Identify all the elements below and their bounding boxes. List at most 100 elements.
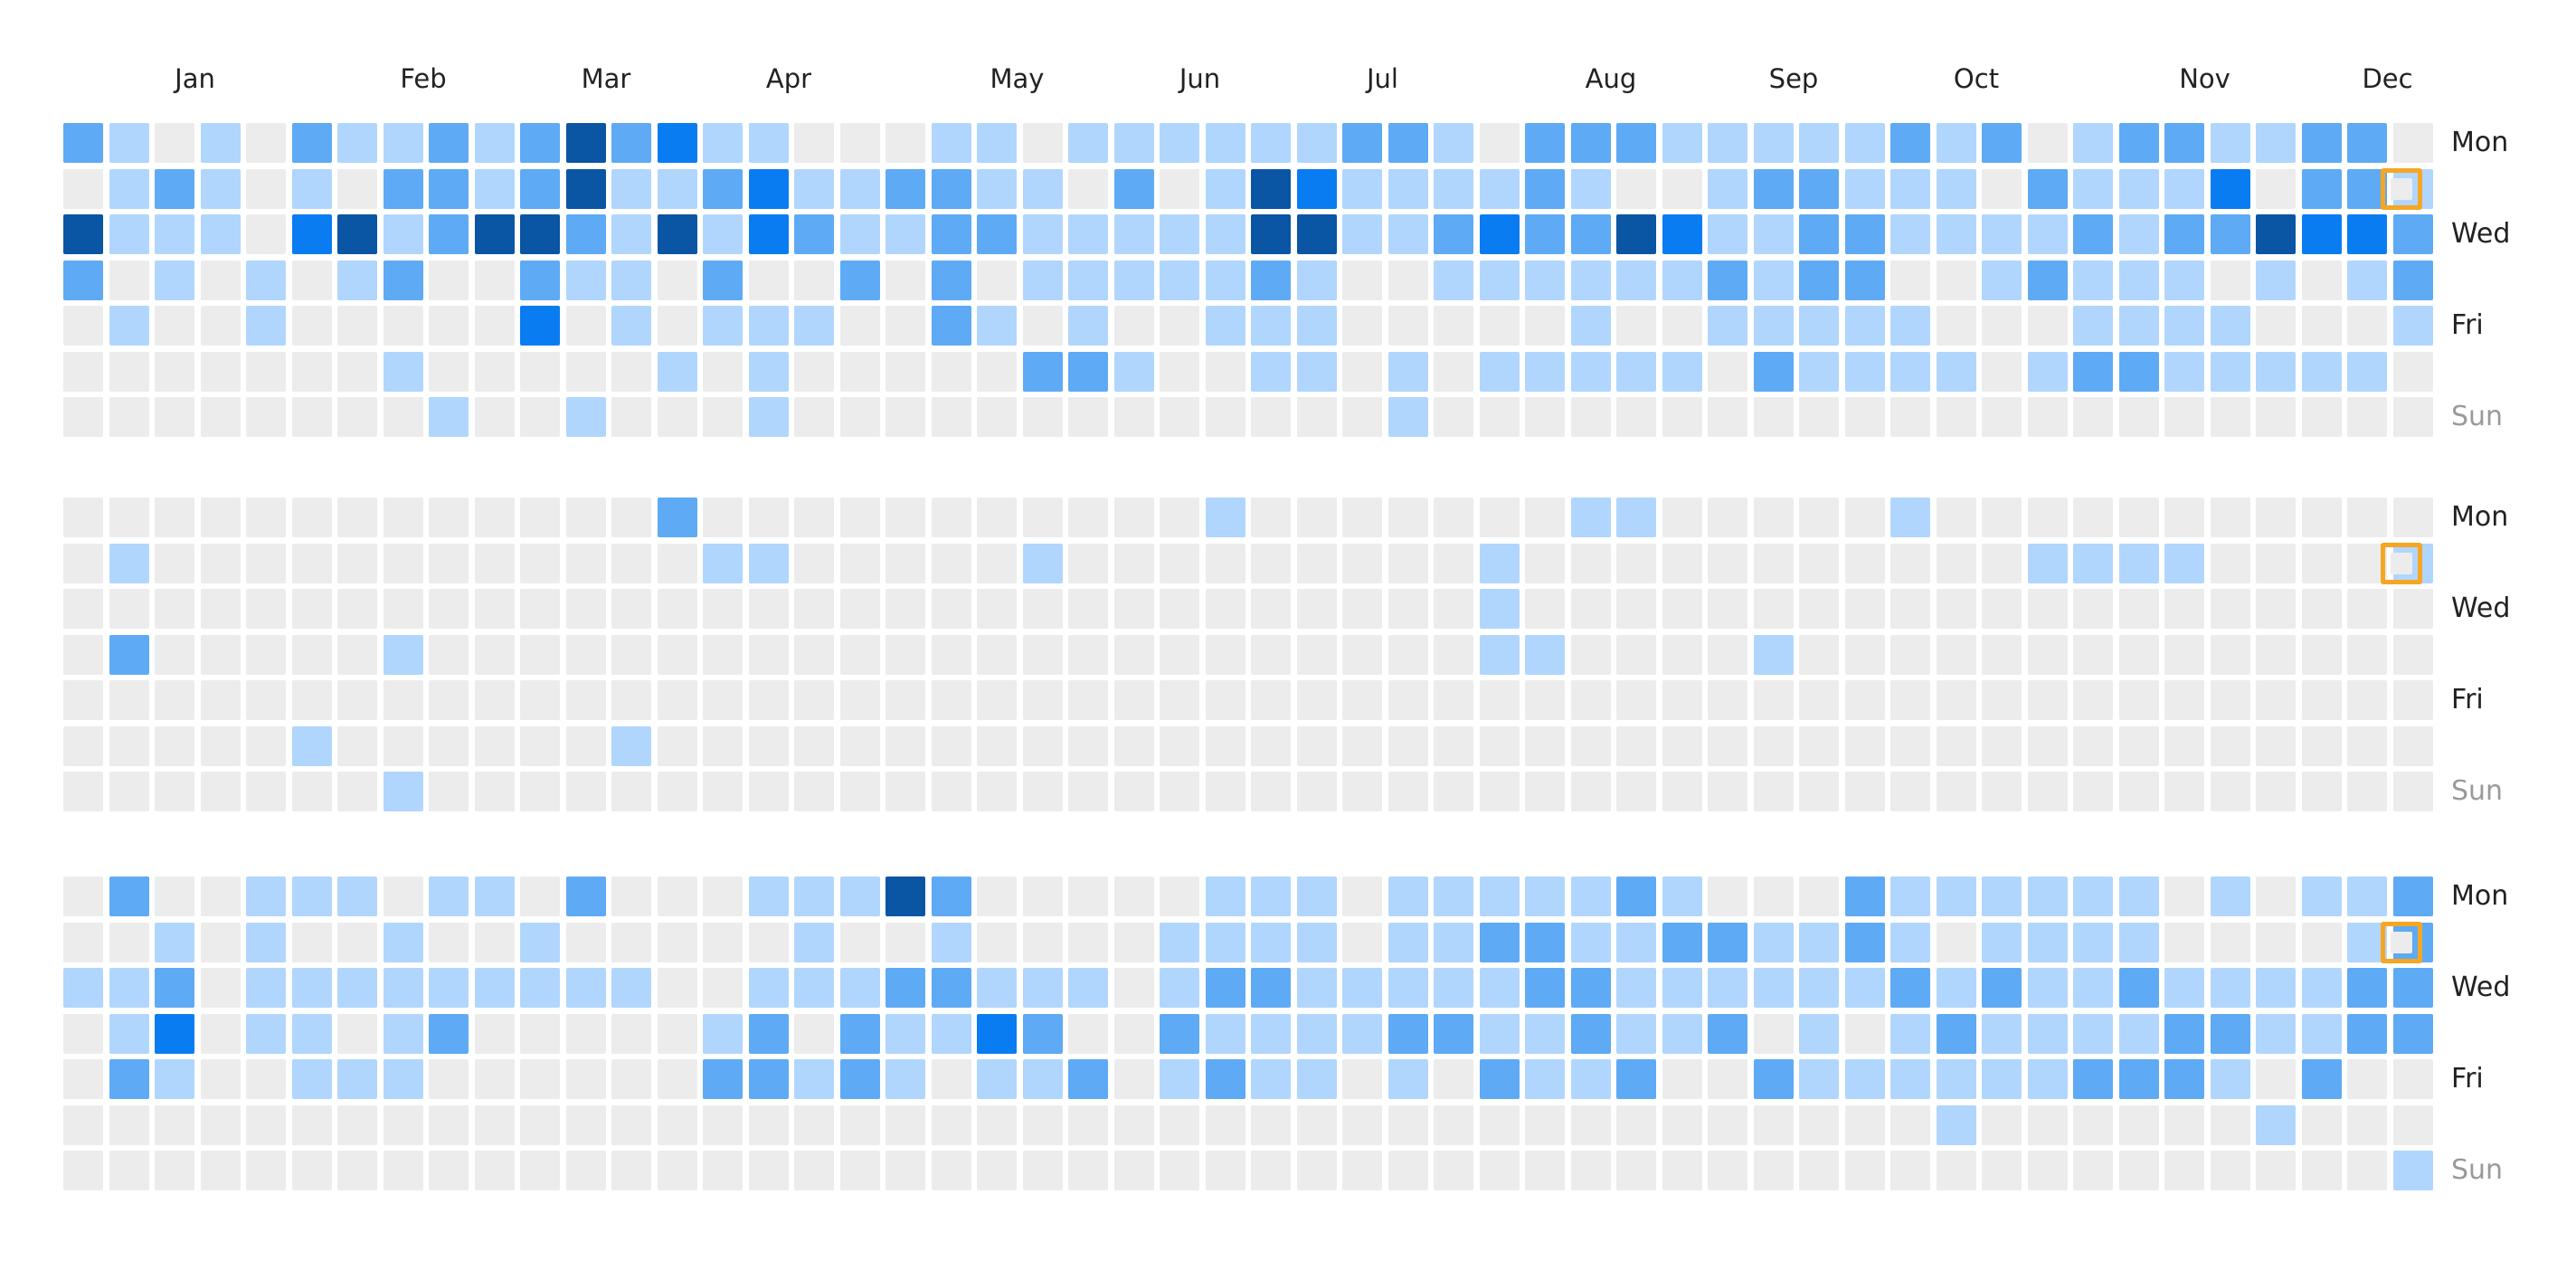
- heatmap-cell[interactable]: [703, 877, 743, 916]
- heatmap-cell[interactable]: [2347, 351, 2387, 392]
- heatmap-cell[interactable]: [1936, 1059, 1976, 1099]
- heatmap-cell[interactable]: [1251, 168, 1291, 209]
- heatmap-cell[interactable]: [1434, 260, 1473, 300]
- heatmap-cell[interactable]: [1616, 680, 1656, 720]
- heatmap-cell[interactable]: [520, 543, 560, 583]
- heatmap-cell[interactable]: [1160, 543, 1199, 583]
- heatmap-cell[interactable]: [63, 1104, 103, 1145]
- heatmap-cell[interactable]: [1251, 351, 1291, 392]
- heatmap-cell[interactable]: [2118, 725, 2159, 766]
- heatmap-cell[interactable]: [2392, 1059, 2433, 1099]
- heatmap-cell[interactable]: [1982, 351, 2022, 392]
- heatmap-cell[interactable]: [977, 1104, 1017, 1145]
- heatmap-cell[interactable]: [291, 351, 332, 392]
- heatmap-cell[interactable]: [1160, 168, 1199, 209]
- heatmap-cell[interactable]: [200, 922, 241, 962]
- heatmap-cell[interactable]: [1799, 214, 1839, 254]
- heatmap-cell[interactable]: [1022, 589, 1063, 629]
- heatmap-cell[interactable]: [2256, 1104, 2296, 1145]
- heatmap-cell[interactable]: [1113, 123, 1154, 163]
- heatmap-cell[interactable]: [2164, 725, 2204, 766]
- heatmap-cell[interactable]: [1251, 725, 1291, 766]
- heatmap-cell[interactable]: [1616, 1151, 1656, 1190]
- heatmap-cell[interactable]: [2256, 1013, 2296, 1054]
- heatmap-cell[interactable]: [200, 543, 241, 583]
- heatmap-cell[interactable]: [1434, 1104, 1473, 1145]
- heatmap-cell[interactable]: [1570, 1151, 1611, 1190]
- heatmap-cell[interactable]: [155, 351, 194, 392]
- heatmap-cell[interactable]: [1799, 877, 1839, 916]
- heatmap-cell[interactable]: [794, 922, 834, 962]
- heatmap-cell[interactable]: [429, 680, 469, 720]
- heatmap-cell[interactable]: [383, 498, 423, 537]
- heatmap-cell[interactable]: [1890, 123, 1930, 163]
- heatmap-cell[interactable]: [337, 922, 377, 962]
- heatmap-cell[interactable]: [429, 772, 469, 811]
- heatmap-cell[interactable]: [1113, 498, 1154, 537]
- heatmap-cell[interactable]: [611, 589, 651, 629]
- heatmap-cell[interactable]: [1662, 772, 1702, 811]
- heatmap-cell[interactable]: [794, 1059, 834, 1099]
- heatmap-cell[interactable]: [1616, 772, 1656, 811]
- heatmap-cell[interactable]: [2301, 1013, 2342, 1054]
- heatmap-cell[interactable]: [886, 543, 925, 583]
- heatmap-cell[interactable]: [200, 168, 241, 209]
- heatmap-cell[interactable]: [2073, 123, 2113, 163]
- heatmap-cell[interactable]: [611, 1151, 651, 1190]
- heatmap-cell[interactable]: [1753, 1104, 1794, 1145]
- heatmap-cell[interactable]: [977, 260, 1017, 300]
- heatmap-cell[interactable]: [657, 397, 697, 437]
- heatmap-cell[interactable]: [1342, 214, 1382, 254]
- heatmap-cell[interactable]: [2256, 1059, 2296, 1099]
- heatmap-cell[interactable]: [931, 772, 971, 811]
- heatmap-cell[interactable]: [1708, 1104, 1747, 1145]
- heatmap-cell[interactable]: [1022, 1059, 1063, 1099]
- heatmap-cell[interactable]: [565, 306, 606, 346]
- heatmap-cell[interactable]: [1753, 589, 1794, 629]
- heatmap-cell[interactable]: [200, 214, 241, 254]
- heatmap-cell[interactable]: [1982, 877, 2022, 916]
- heatmap-cell[interactable]: [1525, 214, 1565, 254]
- heatmap-cell[interactable]: [1662, 260, 1702, 300]
- heatmap-cell[interactable]: [1479, 351, 1520, 392]
- heatmap-cell[interactable]: [2210, 634, 2250, 675]
- heatmap-cell[interactable]: [429, 922, 469, 962]
- heatmap-cell[interactable]: [1616, 1059, 1656, 1099]
- heatmap-cell[interactable]: [611, 306, 651, 346]
- heatmap-cell[interactable]: [1662, 680, 1702, 720]
- heatmap-cell[interactable]: [748, 543, 789, 583]
- heatmap-cell[interactable]: [155, 214, 194, 254]
- heatmap-cell[interactable]: [748, 772, 789, 811]
- heatmap-cell[interactable]: [657, 168, 697, 209]
- heatmap-cell[interactable]: [1479, 1059, 1520, 1099]
- heatmap-cell[interactable]: [2027, 772, 2068, 811]
- heatmap-cell[interactable]: [429, 1104, 469, 1145]
- heatmap-cell[interactable]: [474, 214, 515, 254]
- heatmap-cell[interactable]: [1434, 1151, 1473, 1190]
- heatmap-cell[interactable]: [886, 397, 925, 437]
- heatmap-cell[interactable]: [1113, 214, 1154, 254]
- heatmap-cell[interactable]: [337, 1151, 377, 1190]
- heatmap-cell[interactable]: [748, 922, 789, 962]
- heatmap-cell[interactable]: [565, 168, 606, 209]
- heatmap-cell[interactable]: [839, 1151, 880, 1190]
- heatmap-cell[interactable]: [429, 351, 469, 392]
- heatmap-cell[interactable]: [1662, 543, 1702, 583]
- heatmap-cell[interactable]: [383, 589, 423, 629]
- heatmap-cell[interactable]: [2164, 397, 2204, 437]
- heatmap-cell[interactable]: [931, 877, 971, 916]
- heatmap-cell[interactable]: [748, 123, 789, 163]
- heatmap-cell[interactable]: [977, 877, 1017, 916]
- heatmap-cell[interactable]: [1616, 498, 1656, 537]
- heatmap-cell[interactable]: [2164, 1104, 2204, 1145]
- heatmap-cell[interactable]: [2256, 306, 2296, 346]
- heatmap-cell[interactable]: [2347, 922, 2387, 962]
- heatmap-cell[interactable]: [611, 498, 651, 537]
- heatmap-cell[interactable]: [1982, 1104, 2022, 1145]
- heatmap-cell[interactable]: [2301, 968, 2342, 1008]
- heatmap-cell[interactable]: [2392, 397, 2433, 437]
- heatmap-cell[interactable]: [2256, 168, 2296, 209]
- heatmap-cell[interactable]: [1113, 168, 1154, 209]
- heatmap-cell[interactable]: [1616, 877, 1656, 916]
- heatmap-cell[interactable]: [1753, 877, 1794, 916]
